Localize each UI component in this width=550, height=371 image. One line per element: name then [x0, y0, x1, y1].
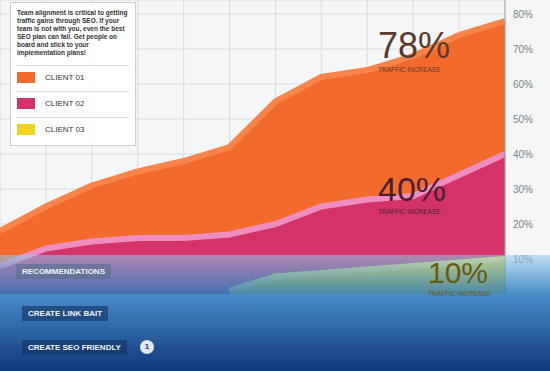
html-text:CLIENT 02: CLIENT 02 [45, 98, 85, 108]
html-text:CREATE LINK BAIT: CREATE LINK BAIT [28, 309, 103, 318]
svg-text:50%: 50% [513, 114, 533, 125]
html-text:40%: 40% [378, 170, 447, 208]
html-text:78%: 78% [378, 25, 451, 66]
html-text:TRAFFIC INCREASE: TRAFFIC INCREASE [378, 208, 441, 215]
html-text:1: 1 [144, 342, 150, 351]
svg-text:80%: 80% [513, 9, 533, 20]
html-text:CREATE SEO FRIENDLY: CREATE SEO FRIENDLY [28, 343, 121, 352]
html-text:TRAFFIC INCREASE: TRAFFIC INCREASE [378, 66, 441, 73]
html-text:CLIENT 03: CLIENT 03 [45, 124, 85, 134]
html-text:10%: 10% [428, 256, 488, 289]
svg-text:30%: 30% [513, 184, 533, 195]
html-text:Team alignment is critical to: Team alignment is critical to getting tr… [17, 9, 128, 56]
svg-text:70%: 70% [513, 44, 533, 55]
svg-text:20%: 20% [513, 219, 533, 230]
html-text:RECOMMENDATIONS: RECOMMENDATIONS [22, 267, 105, 276]
html-text:TRAFFIC INCREASE: TRAFFIC INCREASE [428, 290, 491, 297]
svg-text:40%: 40% [513, 149, 533, 160]
html-text:CLIENT 01: CLIENT 01 [45, 72, 85, 82]
svg-text:60%: 60% [513, 79, 533, 90]
